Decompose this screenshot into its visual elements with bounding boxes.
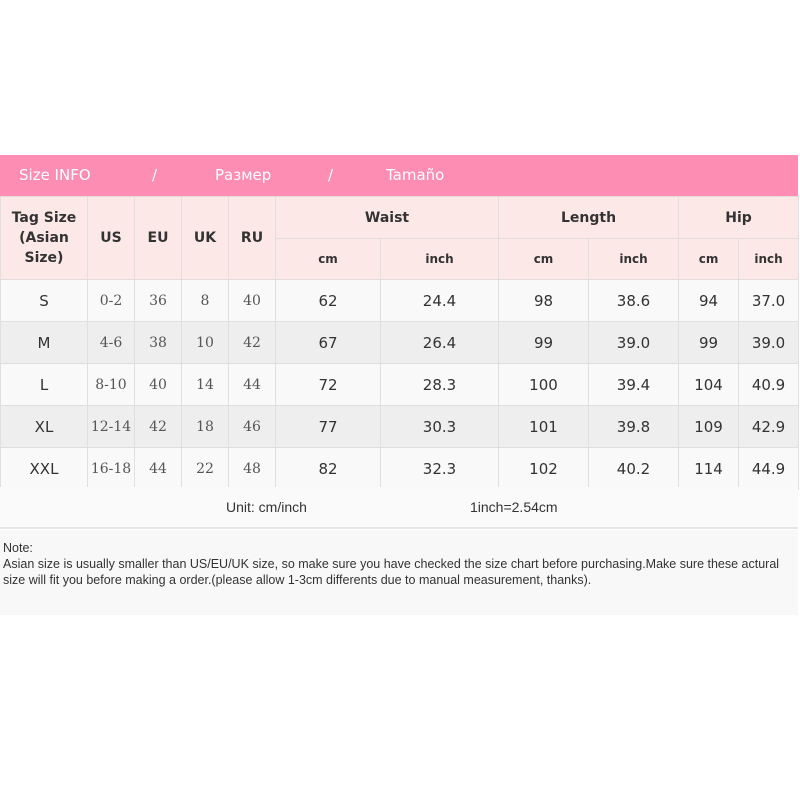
table-cell: 102 <box>498 447 589 490</box>
table-cell: 42 <box>134 405 182 448</box>
header-us: US <box>87 196 135 280</box>
table-cell: 100 <box>498 363 589 406</box>
table-cell: 42 <box>228 321 276 364</box>
unit-label: Unit: cm/inch <box>226 499 307 515</box>
header-waist: Waist <box>275 196 499 239</box>
table-cell: 8 <box>181 279 229 322</box>
header-waist-cm: cm <box>275 238 381 280</box>
table-cell: 37.0 <box>738 279 800 322</box>
table-cell: 67 <box>275 321 381 364</box>
table-cell: 39.4 <box>587 363 680 406</box>
header-length-cm: cm <box>498 238 589 280</box>
header-length: Length <box>497 196 680 239</box>
size-table: Tag Size (Asian Size) US EU UK RU Waist … <box>0 196 800 490</box>
table-cell: 82 <box>275 447 381 490</box>
header-waist-inch: inch <box>380 238 499 280</box>
banner-title-ru: Размер <box>215 166 272 184</box>
table-cell: 8-10 <box>87 363 135 406</box>
unit-row: Unit: cm/inch 1inch=2.54cm <box>0 487 798 529</box>
table-cell: 24.4 <box>380 279 499 322</box>
table-cell: 101 <box>498 405 589 448</box>
table-row: XXL 16-18 44 22 48 82 32.3 102 40.2 114 44.9 <box>0 447 800 490</box>
header-length-inch: inch <box>587 238 680 280</box>
header-hip-cm: cm <box>678 238 740 280</box>
table-cell: 99 <box>498 321 589 364</box>
header-uk: UK <box>181 196 229 280</box>
table-cell: 12-14 <box>87 405 135 448</box>
table-cell: 40.9 <box>738 363 800 406</box>
table-cell: 99 <box>678 321 740 364</box>
table-cell: L <box>0 363 88 406</box>
table-cell: 39.0 <box>738 321 800 364</box>
table-row: M 4-6 38 10 42 67 26.4 99 39.0 99 39.0 <box>0 321 800 364</box>
table-cell: 40 <box>134 363 182 406</box>
table-cell: XL <box>0 405 88 448</box>
table-row: XL 12-14 42 18 46 77 30.3 101 39.8 109 42.9 <box>0 405 800 448</box>
table-cell: 30.3 <box>380 405 499 448</box>
table-cell: 26.4 <box>380 321 499 364</box>
table-cell: 40.2 <box>587 447 680 490</box>
banner-title-es: Tamaño <box>386 166 445 184</box>
banner-separator: / <box>328 166 334 184</box>
header-ru: RU <box>228 196 276 280</box>
banner-title: Size INFO <box>19 166 91 184</box>
table-cell: 62 <box>275 279 381 322</box>
table-cell: 40 <box>228 279 276 322</box>
header-tag-size: Tag Size (Asian Size) <box>0 196 88 280</box>
table-cell: 77 <box>275 405 381 448</box>
table-cell: 109 <box>678 405 740 448</box>
note-title: Note: <box>3 541 33 555</box>
table-cell: 22 <box>181 447 229 490</box>
table-cell: 72 <box>275 363 381 406</box>
banner-separator: / <box>152 166 158 184</box>
table-row: L 8-10 40 14 44 72 28.3 100 39.4 104 40.9 <box>0 363 800 406</box>
table-cell: 28.3 <box>380 363 499 406</box>
table-cell: 98 <box>498 279 589 322</box>
table-cell: 44 <box>134 447 182 490</box>
table-cell: 32.3 <box>380 447 499 490</box>
table-cell: XXL <box>0 447 88 490</box>
table-cell: 16-18 <box>87 447 135 490</box>
header-eu: EU <box>134 196 182 280</box>
table-cell: 18 <box>181 405 229 448</box>
table-cell: 4-6 <box>87 321 135 364</box>
table-cell: 39.0 <box>587 321 680 364</box>
header-hip-inch: inch <box>738 238 800 280</box>
table-cell: 44 <box>228 363 276 406</box>
table-cell: 94 <box>678 279 740 322</box>
table-cell: 0-2 <box>87 279 135 322</box>
table-row: S 0-2 36 8 40 62 24.4 98 38.6 94 37.0 <box>0 279 800 322</box>
table-cell: 38.6 <box>587 279 680 322</box>
table-cell: 114 <box>678 447 740 490</box>
unit-conversion: 1inch=2.54cm <box>470 499 558 515</box>
table-cell: 39.8 <box>587 405 680 448</box>
table-cell: 46 <box>228 405 276 448</box>
table-cell: M <box>0 321 88 364</box>
note-text: Asian size is usually smaller than US/EU… <box>3 557 780 587</box>
table-cell: 42.9 <box>738 405 800 448</box>
header-hip: Hip <box>678 196 800 239</box>
table-cell: 10 <box>181 321 229 364</box>
table-cell: 38 <box>134 321 182 364</box>
table-cell: 14 <box>181 363 229 406</box>
size-info-banner: Size INFO / Размер / Tamaño <box>0 155 798 196</box>
note-box: Note: Asian size is usually smaller than… <box>0 530 798 615</box>
table-cell: 44.9 <box>738 447 800 490</box>
table-cell: S <box>0 279 88 322</box>
table-cell: 104 <box>678 363 740 406</box>
table-cell: 36 <box>134 279 182 322</box>
table-cell: 48 <box>228 447 276 490</box>
